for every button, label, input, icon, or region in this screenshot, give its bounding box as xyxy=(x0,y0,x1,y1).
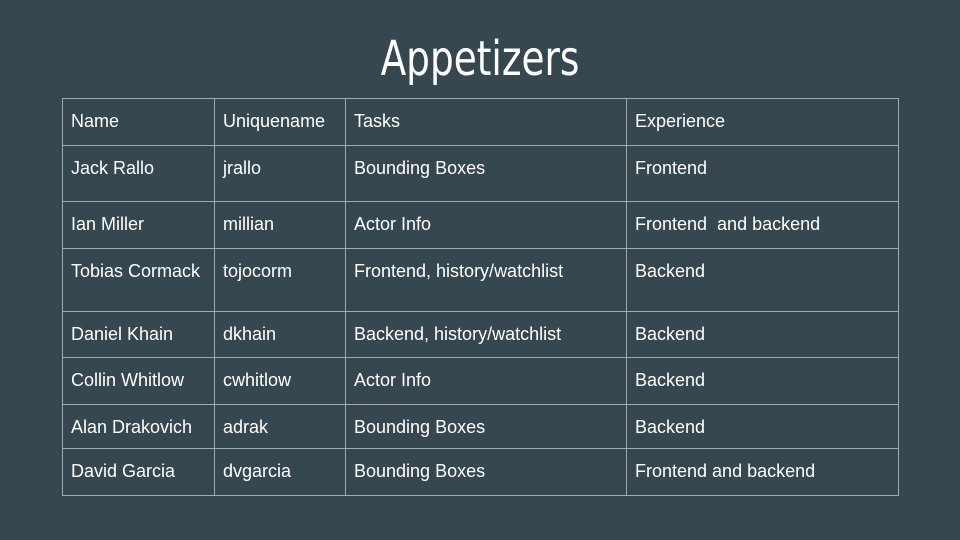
cell-tasks: Bounding Boxes xyxy=(345,145,627,202)
cell-tasks: Actor Info xyxy=(345,201,627,249)
table-row: Tobias Cormack tojocorm Frontend, histor… xyxy=(62,248,899,312)
cell-experience: Frontend and backend xyxy=(626,448,899,496)
cell-uniquename: millian xyxy=(214,201,346,249)
cell-name: Daniel Khain xyxy=(62,311,215,358)
cell-uniquename: cwhitlow xyxy=(214,357,346,405)
cell-name: Alan Drakovich xyxy=(62,404,215,449)
cell-tasks: Frontend, history/watchlist xyxy=(345,248,627,312)
cell-name: Tobias Cormack xyxy=(62,248,215,312)
cell-tasks: Backend, history/watchlist xyxy=(345,311,627,358)
cell-experience: Backend xyxy=(626,357,899,405)
cell-tasks: Bounding Boxes xyxy=(345,404,627,449)
cell-experience: Backend xyxy=(626,248,899,312)
cell-uniquename: tojocorm xyxy=(214,248,346,312)
cell-name: Ian Miller xyxy=(62,201,215,249)
header-cell-experience: Experience xyxy=(626,98,899,146)
cell-uniquename: jrallo xyxy=(214,145,346,202)
cell-tasks: Actor Info xyxy=(345,357,627,405)
cell-tasks: Bounding Boxes xyxy=(345,448,627,496)
cell-experience: Frontend xyxy=(626,145,899,202)
table-row: Ian Miller millian Actor Info Frontend a… xyxy=(62,201,899,249)
header-cell-uniquename: Uniquename xyxy=(214,98,346,146)
cell-experience: Frontend and backend xyxy=(626,201,899,249)
team-table: Name Uniquename Tasks Experience Jack Ra… xyxy=(62,98,899,496)
cell-experience: Backend xyxy=(626,404,899,449)
header-cell-tasks: Tasks xyxy=(345,98,627,146)
cell-experience: Backend xyxy=(626,311,899,358)
cell-name: David Garcia xyxy=(62,448,215,496)
slide-title: Appetizers xyxy=(380,31,580,87)
table-header-row: Name Uniquename Tasks Experience xyxy=(62,98,899,146)
cell-uniquename: dvgarcia xyxy=(214,448,346,496)
table-row: Collin Whitlow cwhitlow Actor Info Backe… xyxy=(62,357,899,405)
table-row: Jack Rallo jrallo Bounding Boxes Fronten… xyxy=(62,145,899,202)
table-row: Daniel Khain dkhain Backend, history/wat… xyxy=(62,311,899,358)
cell-name: Jack Rallo xyxy=(62,145,215,202)
cell-name: Collin Whitlow xyxy=(62,357,215,405)
header-cell-name: Name xyxy=(62,98,215,146)
cell-uniquename: adrak xyxy=(214,404,346,449)
cell-uniquename: dkhain xyxy=(214,311,346,358)
table-row: Alan Drakovich adrak Bounding Boxes Back… xyxy=(62,404,899,449)
table-row: David Garcia dvgarcia Bounding Boxes Fro… xyxy=(62,448,899,496)
